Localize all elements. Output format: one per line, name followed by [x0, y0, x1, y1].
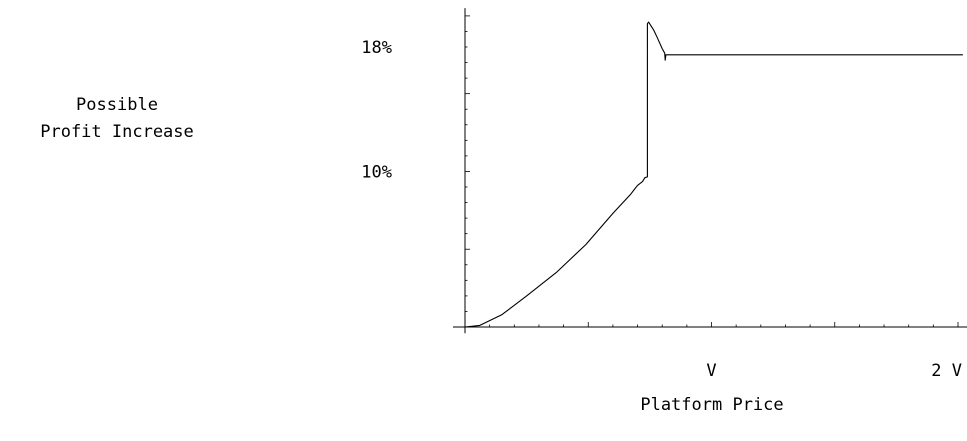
plot-area	[464, 21, 963, 328]
tick-labels: 10% 18% V 2 V	[361, 38, 962, 381]
series-line-0	[464, 21, 963, 328]
x-tick-label: V	[706, 361, 716, 381]
y-axis-label-line1: Possible	[76, 95, 158, 115]
tick-marks	[465, 15, 959, 327]
x-tick-label: 2 V	[931, 361, 962, 381]
axes	[453, 8, 967, 334]
x-axis-label: Platform Price	[640, 395, 783, 415]
y-tick-label: 10%	[361, 162, 392, 182]
y-axis-label-line2: Profit Increase	[40, 122, 194, 142]
y-tick-label: 18%	[361, 38, 392, 58]
